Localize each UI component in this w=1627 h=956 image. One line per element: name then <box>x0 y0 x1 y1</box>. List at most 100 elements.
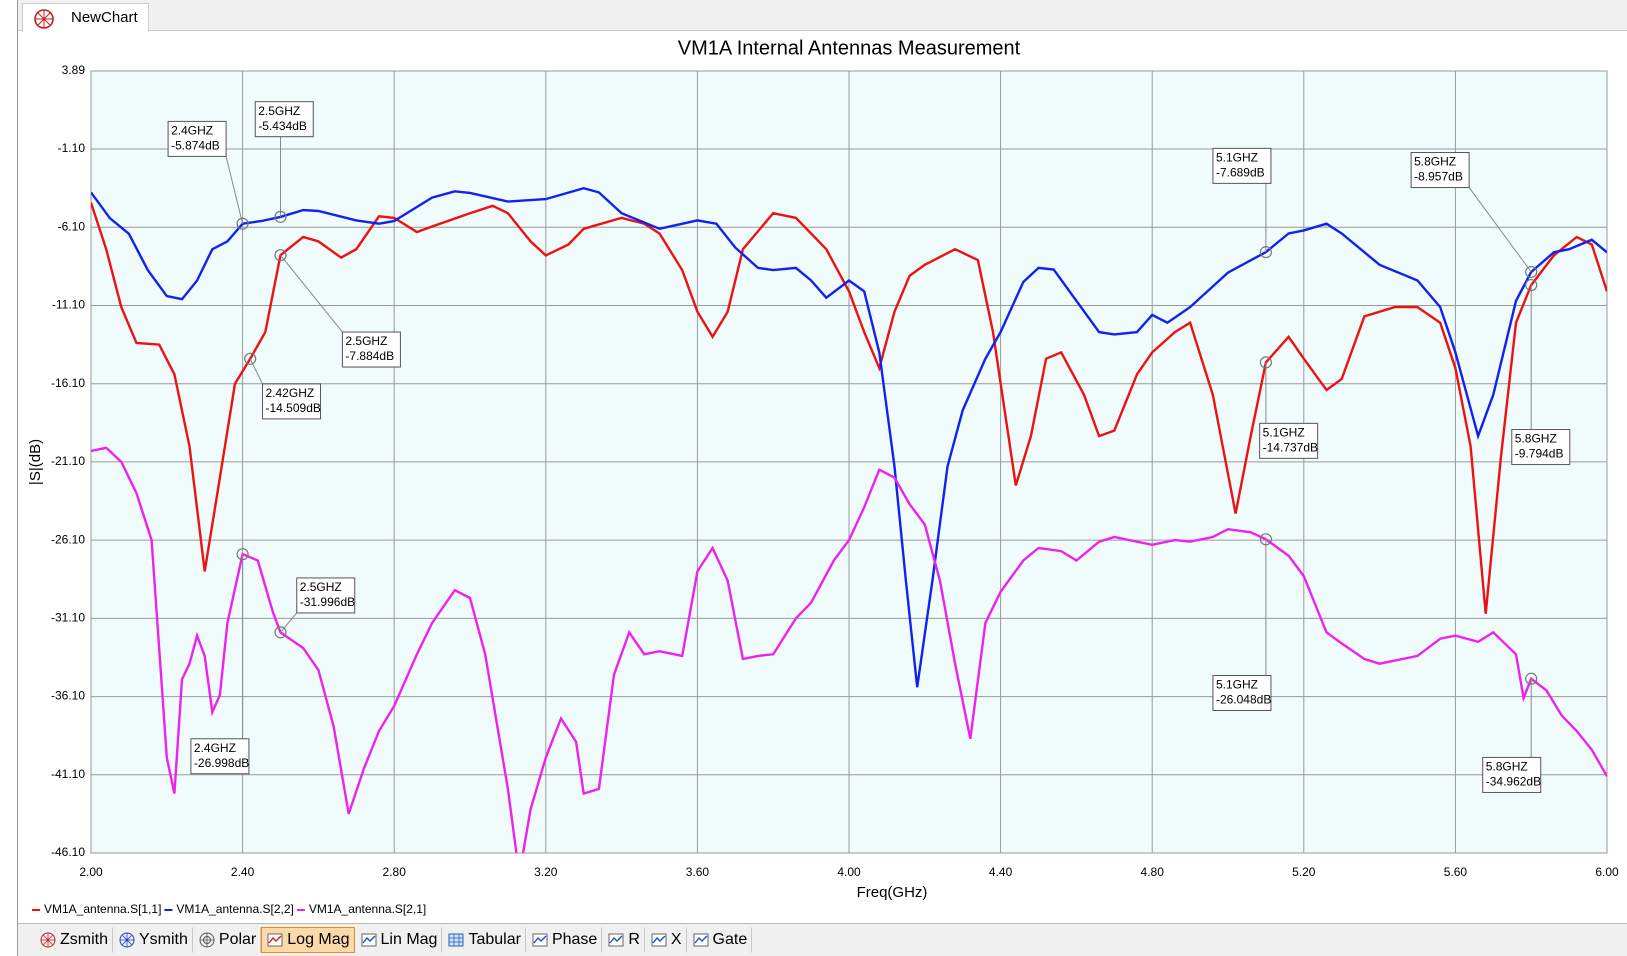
callout-box <box>190 738 250 775</box>
y-tick-label: -11.10 <box>52 298 85 312</box>
button-label: X <box>670 931 682 948</box>
button-label: Gate <box>712 931 748 948</box>
button-icon <box>40 932 56 948</box>
callout-text: 2.4GHZ <box>171 124 213 138</box>
legend: VM1A_antenna.S[1,1] VM1A_antenna.S[2,2] VM… <box>32 902 426 916</box>
callout-box <box>1212 147 1272 184</box>
callout-box <box>1212 674 1272 711</box>
legend-entry: VM1A_antenna.S[1,1] <box>44 902 161 916</box>
marker <box>244 352 257 365</box>
series-line <box>91 186 1607 688</box>
callout-box <box>341 331 401 368</box>
callout-text: -31.996dB <box>300 595 355 609</box>
legend-entry: VM1A_antenna.S[2,2] <box>176 902 293 916</box>
callout-text: 2.5GHZ <box>300 580 342 594</box>
button-label: Lin Mag <box>380 931 438 948</box>
callout-leader <box>280 254 343 333</box>
y-tick-label: -36.10 <box>51 689 85 703</box>
callout-text: 5.1GHZ <box>1216 151 1258 165</box>
callout-text: 2.5GHZ <box>258 104 300 118</box>
button-icon <box>532 933 548 947</box>
marker <box>236 548 249 561</box>
lines <box>91 186 1607 853</box>
y-axis-label: |S|(dB) <box>27 439 44 485</box>
x-tick-label: 3.20 <box>534 865 558 879</box>
toolbar-button[interactable]: X <box>645 927 687 953</box>
button-label: Ysmith <box>139 931 188 948</box>
marker <box>1525 278 1538 292</box>
button-icon <box>119 932 135 948</box>
callout-box <box>296 577 356 614</box>
y-tick-label: 3.89 <box>62 63 86 77</box>
y-tick-label: -41.10 <box>51 767 85 781</box>
toolbar-button[interactable]: Gate <box>687 927 753 953</box>
callout-box <box>1410 152 1470 189</box>
left-strip <box>0 0 18 956</box>
callout-text: 2.5GHZ <box>345 334 387 348</box>
x-tick-label: 5.20 <box>1292 865 1316 879</box>
callout-text: -9.794dB <box>1515 447 1564 461</box>
button-icon <box>267 933 283 947</box>
button-label: Polar <box>218 931 257 948</box>
callout-box <box>262 383 322 420</box>
toolbar-button[interactable]: Ysmith <box>113 927 193 953</box>
toolbar-button[interactable]: R <box>602 927 645 953</box>
marker <box>1525 265 1538 279</box>
callout-text: -5.874dB <box>171 139 220 153</box>
button-label: Zsmith <box>60 931 108 948</box>
marker <box>1259 246 1273 259</box>
callout-text: -7.689dB <box>1216 166 1265 180</box>
callout-leader <box>249 358 263 385</box>
toolbar-button[interactable]: Zsmith <box>34 927 113 953</box>
toolbar-button[interactable]: Phase <box>526 927 603 953</box>
tab-icon <box>34 9 54 29</box>
marker <box>1259 356 1273 369</box>
grid: 3.89 -1.10 -6.10 -11.10 -16.10 -21.10 -26.10 -3… <box>51 63 1619 879</box>
button-label: Phase <box>551 931 598 948</box>
callout-text: 5.8GHZ <box>1515 432 1557 446</box>
chart-tab[interactable]: NewChart <box>22 3 149 32</box>
callout-text: 2.4GHZ <box>194 741 236 755</box>
callout-box <box>1259 422 1319 459</box>
y-tick-label: -16.10 <box>51 376 85 390</box>
button-label: Log Mag <box>287 931 350 948</box>
callout-leader <box>225 156 244 224</box>
marker <box>1525 672 1538 685</box>
toolbar-button[interactable]: Log Mag <box>261 927 355 953</box>
button-label: Tabular <box>468 931 521 948</box>
marker <box>274 210 287 223</box>
callout-text: -14.737dB <box>1263 441 1318 455</box>
marker <box>274 626 287 639</box>
legend-entry: VM1A_antenna.S[2,1] <box>309 902 426 916</box>
button-label: R <box>628 931 640 948</box>
callout-text: -8.957dB <box>1414 170 1463 184</box>
x-tick-label: 6.00 <box>1595 865 1619 879</box>
x-tick-label: 3.60 <box>686 865 710 879</box>
y-tick-label: -6.10 <box>58 219 86 233</box>
callout-leader <box>280 612 298 633</box>
x-tick-label: 5.60 <box>1444 865 1468 879</box>
toolbar-button[interactable]: Polar <box>193 927 262 953</box>
y-tick-label: -1.10 <box>58 141 86 155</box>
callout-text: -5.434dB <box>258 119 307 133</box>
callout-text: -34.962dB <box>1486 775 1541 789</box>
marker <box>1259 533 1273 546</box>
callout-text: 5.1GHZ <box>1216 678 1258 692</box>
tab-label: NewChart <box>71 9 138 26</box>
x-tick-label: 4.80 <box>1141 865 1165 879</box>
series-line <box>91 202 1607 614</box>
marker <box>236 217 249 230</box>
y-tick-label: -21.10 <box>51 454 85 468</box>
tab-bar: NewChart <box>18 0 1627 32</box>
callout-text: 5.8GHZ <box>1486 760 1528 774</box>
callout-text: -26.048dB <box>1216 693 1271 707</box>
toolbar-button[interactable]: Lin Mag <box>355 927 443 953</box>
callout-box <box>167 120 227 157</box>
callout-text: -7.884dB <box>345 349 394 363</box>
chart-title: VM1A Internal Antennas Measurement <box>678 37 1021 59</box>
toolbar-button[interactable]: Tabular <box>442 927 526 953</box>
callout-text: -14.509dB <box>266 401 321 415</box>
x-axis-label: Freq(GHz) <box>857 884 928 901</box>
button-icon <box>448 933 464 947</box>
button-icon <box>608 933 624 947</box>
